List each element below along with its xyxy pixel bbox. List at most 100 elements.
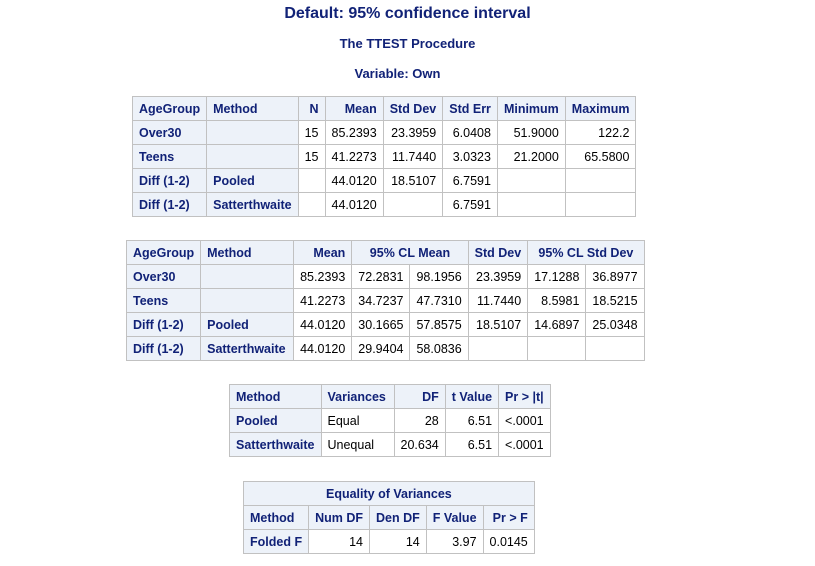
col-header-maximum: Maximum [564, 96, 637, 121]
col-header-den-df: Den DF [369, 505, 427, 530]
table-header-row: AgeGroup Method Mean 95% CL Mean Std Dev… [125, 240, 645, 265]
cell: 41.2273 [293, 288, 353, 313]
cell [467, 336, 529, 361]
row-header: Teens [125, 288, 202, 313]
col-header-method: Method [229, 384, 322, 409]
cell [297, 192, 326, 217]
cell: 14.6897 [527, 312, 587, 337]
table-caption: Equality of Variances [243, 481, 535, 506]
row-header: Pooled [206, 168, 299, 193]
cell [297, 168, 326, 193]
cell: 18.5215 [585, 288, 645, 313]
cell: 30.1665 [351, 312, 411, 337]
ttest-table: Method Variances DF t Value Pr > |t| Poo… [229, 384, 551, 457]
col-header-std-err: Std Err [442, 96, 498, 121]
cell: 15 [297, 120, 326, 145]
row-header: Diff (1-2) [131, 192, 208, 217]
table-row: Teens 15 41.2273 11.7440 3.0323 21.2000 … [131, 144, 637, 169]
cell: 18.5107 [382, 168, 444, 193]
cell: 44.0120 [324, 192, 384, 217]
col-header-mean: Mean [293, 240, 353, 265]
cell: 51.9000 [496, 120, 566, 145]
col-header-std-dev: Std Dev [382, 96, 444, 121]
row-header: Satterthwaite [229, 432, 322, 457]
cell: 44.0120 [324, 168, 384, 193]
cell: 3.0323 [442, 144, 498, 169]
statistics-table: AgeGroup Method N Mean Std Dev Std Err M… [131, 96, 637, 217]
cell: 44.0120 [293, 336, 353, 361]
cell: 72.2831 [351, 264, 411, 289]
col-header-cl-mean: 95% CL Mean [351, 240, 469, 265]
cell: 15 [297, 144, 326, 169]
table-row: Diff (1-2) Pooled 44.0120 30.1665 57.857… [125, 312, 645, 337]
equality-of-variances-table: Equality of Variances Method Num DF Den … [242, 481, 535, 554]
col-header-minimum: Minimum [496, 96, 566, 121]
row-header: Diff (1-2) [125, 336, 202, 361]
row-header: Folded F [242, 529, 310, 554]
cell: 6.0408 [442, 120, 498, 145]
table-row: Satterthwaite Unequal 20.634 6.51 <.0001 [229, 432, 551, 457]
col-header-agegroup: AgeGroup [131, 96, 208, 121]
col-header-n: N [297, 96, 326, 121]
cell: 6.51 [444, 432, 500, 457]
cell: 6.7591 [442, 168, 498, 193]
cell: <.0001 [498, 408, 551, 433]
table-row: Diff (1-2) Pooled 44.0120 18.5107 6.7591 [131, 168, 637, 193]
table-row: Teens 41.2273 34.7237 47.7310 11.7440 8.… [125, 288, 645, 313]
cell [382, 192, 444, 217]
cell: 44.0120 [293, 312, 353, 337]
table-row: Diff (1-2) Satterthwaite 44.0120 6.7591 [131, 192, 637, 217]
cell: Unequal [320, 432, 395, 457]
cell: Equal [320, 408, 395, 433]
table-caption-row: Equality of Variances [243, 481, 535, 506]
table-header-row: Method Num DF Den DF F Value Pr > F [242, 505, 535, 530]
cell: 8.5981 [527, 288, 587, 313]
col-header-pr-t: Pr > |t| [498, 384, 551, 409]
cell: 23.3959 [467, 264, 529, 289]
cell [496, 168, 566, 193]
row-header [206, 120, 299, 145]
col-header-method: Method [200, 240, 295, 265]
col-header-method: Method [206, 96, 299, 121]
procedure-title: The TTEST Procedure [339, 36, 476, 51]
cell: 14 [308, 529, 370, 554]
cell: 57.8575 [409, 312, 469, 337]
confidence-limits-table: AgeGroup Method Mean 95% CL Mean Std Dev… [125, 240, 645, 361]
cell: 11.7440 [467, 288, 529, 313]
cell: 85.2393 [324, 120, 384, 145]
cell: 34.7237 [351, 288, 411, 313]
cell: 11.7440 [382, 144, 444, 169]
cell: 85.2393 [293, 264, 353, 289]
table-row: Diff (1-2) Satterthwaite 44.0120 29.9404… [125, 336, 645, 361]
cell: 14 [369, 529, 427, 554]
row-header: Satterthwaite [200, 336, 295, 361]
row-header: Over30 [131, 120, 208, 145]
cell: 98.1956 [409, 264, 469, 289]
col-header-cl-std-dev: 95% CL Std Dev [527, 240, 645, 265]
row-header [200, 288, 295, 313]
table-row: Folded F 14 14 3.97 0.0145 [242, 529, 535, 554]
cell [585, 336, 645, 361]
row-header: Pooled [200, 312, 295, 337]
col-header-agegroup: AgeGroup [125, 240, 202, 265]
cell [564, 168, 637, 193]
col-header-std-dev: Std Dev [467, 240, 529, 265]
col-header-pr-f: Pr > F [482, 505, 535, 530]
main-title: Default: 95% confidence interval [284, 5, 531, 22]
col-header-df: DF [393, 384, 446, 409]
cell: 6.51 [444, 408, 500, 433]
cell: 6.7591 [442, 192, 498, 217]
cell [564, 192, 637, 217]
row-header: Teens [131, 144, 208, 169]
table-row: Over30 15 85.2393 23.3959 6.0408 51.9000… [131, 120, 637, 145]
table-row: Pooled Equal 28 6.51 <.0001 [229, 408, 551, 433]
col-header-t-value: t Value [444, 384, 500, 409]
cell: 23.3959 [382, 120, 444, 145]
table-row: Over30 85.2393 72.2831 98.1956 23.3959 1… [125, 264, 645, 289]
cell: 47.7310 [409, 288, 469, 313]
cell: 29.9404 [351, 336, 411, 361]
cell: 20.634 [393, 432, 446, 457]
row-header: Diff (1-2) [125, 312, 202, 337]
cell: 21.2000 [496, 144, 566, 169]
col-header-method: Method [242, 505, 310, 530]
